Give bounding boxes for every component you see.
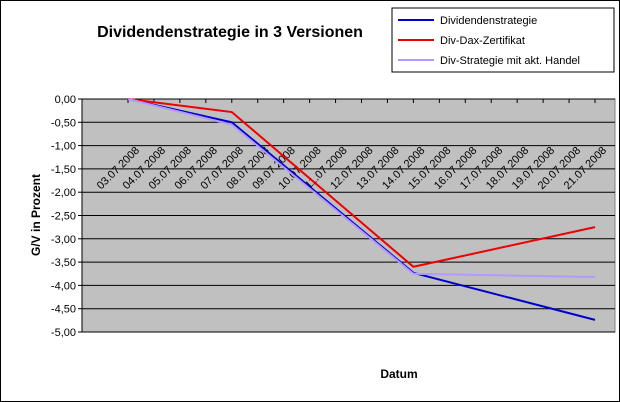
- legend-label: Dividendenstrategie: [440, 15, 537, 27]
- y-tick-label: 0,00: [55, 94, 76, 106]
- y-tick-label: -2,50: [51, 211, 76, 223]
- y-tick-label: -4,50: [51, 304, 76, 316]
- y-tick-label: -3,50: [51, 257, 76, 269]
- y-tick-label: -1,50: [51, 164, 76, 176]
- x-axis-title: Datum: [380, 367, 417, 381]
- series-line: [127, 98, 596, 321]
- legend-label: Div-Strategie mit akt. Handel: [440, 55, 580, 67]
- y-tick-label: -2,00: [51, 187, 76, 199]
- y-tick-label: -3,00: [51, 234, 76, 246]
- y-tick-label: -4,00: [51, 280, 76, 292]
- chart-title: Dividendenstrategie in 3 Versionen: [97, 24, 363, 41]
- y-tick-label: -5,00: [51, 327, 76, 339]
- legend-label: Div-Dax-Zertifikat: [440, 35, 525, 47]
- series-line: [127, 98, 596, 268]
- series-line: [127, 98, 596, 279]
- y-axis-title: G/V in Prozent: [29, 174, 43, 256]
- y-tick-label: -1,00: [51, 141, 76, 153]
- y-tick-label: -0,50: [51, 117, 76, 129]
